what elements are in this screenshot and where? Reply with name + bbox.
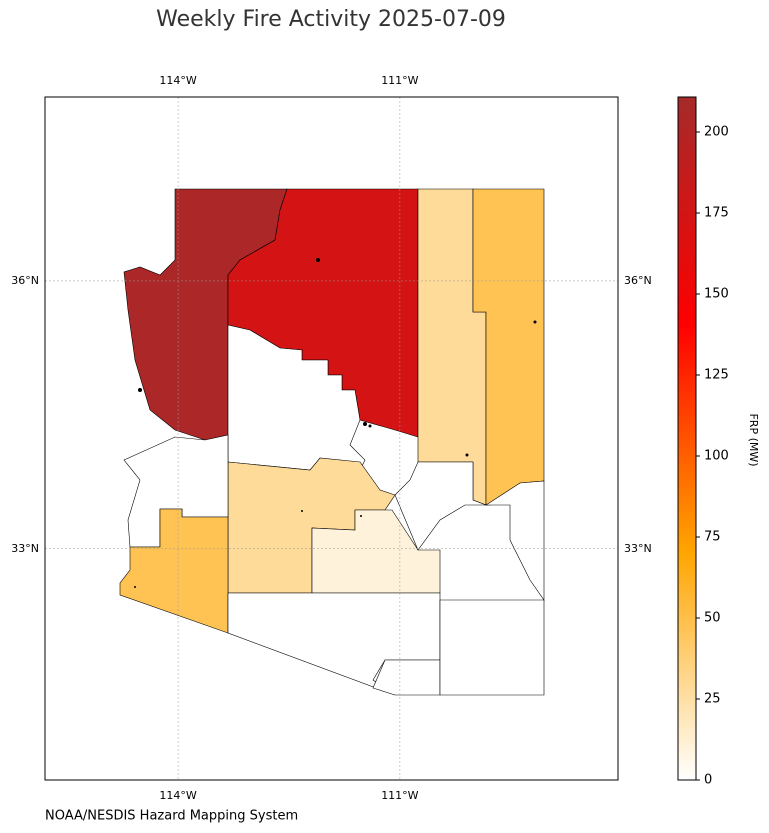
lon-label: 111°W xyxy=(381,789,418,802)
lon-label: 114°W xyxy=(159,789,196,802)
fire-points xyxy=(134,258,537,588)
colorbar-tick-label: 100 xyxy=(704,448,729,463)
fire-point xyxy=(301,510,303,512)
colorbar-tick-label: 75 xyxy=(704,529,721,544)
colorbar-tick-label: 200 xyxy=(704,124,729,139)
fire-point xyxy=(533,320,537,324)
colorbar-tick-label: 150 xyxy=(704,286,729,301)
title: Weekly Fire Activity 2025-07-09 xyxy=(156,7,506,32)
fire-point xyxy=(316,258,320,262)
lon-label: 114°W xyxy=(159,74,196,87)
colorbar-tick-label: 175 xyxy=(704,205,729,220)
fire-point xyxy=(465,453,469,457)
colorbar-label: FRP (MW) xyxy=(747,413,760,466)
county xyxy=(119,508,229,634)
fire-point xyxy=(134,586,136,588)
colorbar-tick-label: 125 xyxy=(704,367,729,382)
lat-label: 36°N xyxy=(11,274,39,287)
fire-point xyxy=(360,515,362,517)
lat-label: 33°N xyxy=(11,542,39,555)
source: NOAA/NESDIS Hazard Mapping System xyxy=(45,809,298,824)
regions xyxy=(119,188,545,696)
graticule xyxy=(45,97,618,780)
fire-point xyxy=(368,424,372,428)
county xyxy=(372,659,441,696)
lat-label: 36°N xyxy=(624,274,652,287)
lat-label: 33°N xyxy=(624,542,652,555)
county xyxy=(394,461,487,551)
colorbar-tick-label: 25 xyxy=(704,691,721,706)
county xyxy=(484,480,545,601)
fire-point xyxy=(363,422,367,426)
colorbar-tick-label: 50 xyxy=(704,610,721,625)
fire-point xyxy=(138,388,142,392)
county xyxy=(439,599,545,696)
lon-label: 111°W xyxy=(381,74,418,87)
colorbar-tick-label: 0 xyxy=(704,773,712,788)
map-frame xyxy=(44,96,619,781)
colorbar xyxy=(677,96,697,781)
